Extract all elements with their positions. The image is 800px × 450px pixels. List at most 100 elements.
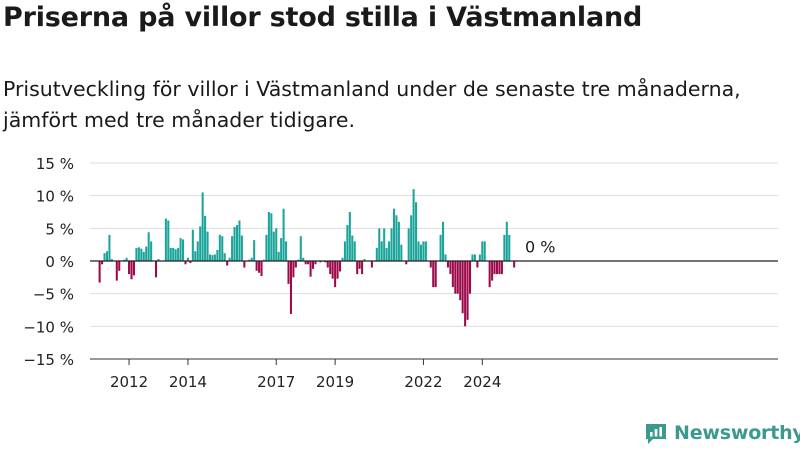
bar (280, 238, 283, 261)
bar (132, 261, 135, 276)
bar (105, 251, 109, 261)
x-tick-label: 2019 (316, 373, 354, 391)
bar (407, 228, 410, 261)
bar (446, 261, 449, 268)
bar (142, 251, 145, 261)
bar (412, 189, 415, 261)
bar-chart-logo-icon (646, 424, 666, 444)
bar (196, 241, 199, 261)
bar (400, 244, 403, 261)
bar (204, 215, 207, 261)
bar (169, 247, 172, 261)
bar (108, 234, 111, 261)
bar (235, 225, 239, 261)
x-tick-label: 2014 (169, 373, 207, 391)
chart-title: Priserna på villor stod stilla i Västman… (3, 2, 643, 33)
bar (378, 228, 381, 261)
bar (331, 261, 334, 279)
bar (211, 255, 214, 261)
bar (353, 241, 356, 261)
bar (292, 261, 295, 278)
bar (481, 241, 484, 261)
bar (495, 261, 499, 275)
bar (324, 261, 327, 263)
bar (424, 241, 427, 261)
bar (275, 228, 278, 261)
bar (277, 251, 280, 261)
bar (304, 261, 307, 265)
bar (123, 259, 126, 261)
bar (243, 261, 246, 268)
bar (498, 261, 501, 275)
bar (434, 261, 437, 288)
x-tick-label: 2024 (463, 373, 501, 391)
bar (422, 241, 425, 261)
bar (476, 261, 479, 268)
bar (98, 261, 101, 283)
bar (503, 234, 506, 261)
bar (513, 261, 516, 268)
bar (419, 244, 422, 261)
bar (429, 261, 432, 268)
bar (405, 261, 408, 265)
bar (267, 212, 270, 261)
bar (380, 241, 383, 261)
axes (90, 260, 778, 360)
bar (410, 215, 413, 261)
bar (260, 261, 263, 277)
bar (314, 261, 317, 265)
bar (177, 247, 180, 261)
newsworthy-logo: Newsworthy (644, 420, 800, 446)
bar (343, 241, 346, 261)
bar (248, 259, 251, 261)
bar (385, 247, 388, 261)
y-tick-label: 10 % (36, 188, 74, 206)
bar (110, 259, 113, 261)
bar (216, 249, 219, 261)
bar (358, 261, 361, 269)
bar (150, 241, 153, 261)
bar (461, 261, 464, 314)
bar (194, 251, 197, 261)
bar (375, 247, 378, 261)
bar (167, 220, 170, 261)
x-tick-label: 2012 (110, 373, 148, 391)
bar (432, 261, 435, 288)
bar (500, 261, 503, 275)
bar (262, 259, 265, 261)
bar (297, 259, 300, 261)
bar (218, 234, 221, 261)
x-tick-label: 2017 (257, 373, 295, 391)
bar (473, 254, 476, 261)
bar (115, 261, 118, 281)
bar (221, 236, 224, 261)
bar (128, 261, 131, 275)
bar (182, 239, 185, 261)
brand-name: Newsworthy (674, 422, 800, 444)
bar (505, 221, 508, 261)
bar (390, 228, 393, 261)
bar (208, 254, 212, 261)
bar (444, 254, 447, 261)
bar (125, 257, 128, 261)
bar (493, 261, 496, 275)
bar (233, 227, 236, 261)
bar (140, 248, 143, 261)
bar (145, 246, 148, 261)
bar (388, 241, 391, 261)
bar (199, 226, 202, 261)
bar (348, 212, 351, 261)
bar (135, 247, 138, 261)
bar (351, 235, 354, 261)
bar (442, 221, 445, 261)
bar (383, 228, 386, 261)
bar (253, 240, 256, 261)
bar (213, 254, 216, 261)
bar (329, 261, 332, 275)
bar (459, 261, 462, 301)
y-tick-label: −5 % (33, 286, 74, 304)
bar (270, 213, 273, 261)
bar (397, 221, 400, 261)
bar (508, 234, 511, 261)
bars (98, 189, 516, 327)
